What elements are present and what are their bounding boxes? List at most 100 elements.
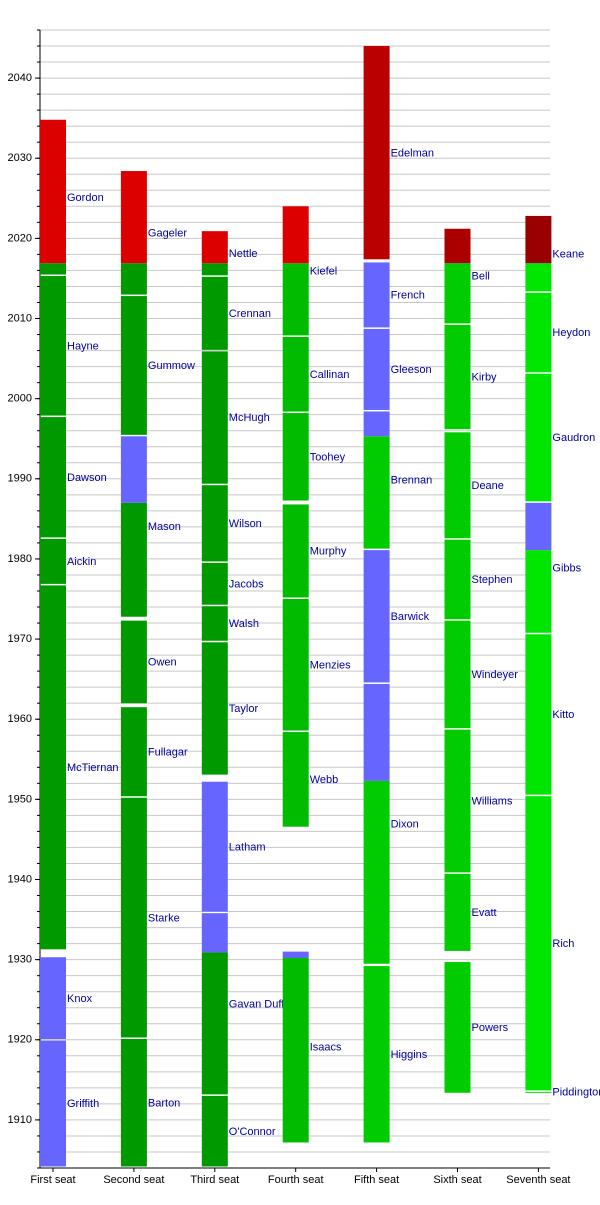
justice-label: Jacobs <box>229 578 264 590</box>
tenure-bar <box>363 436 390 549</box>
justice-label: Gummow <box>148 360 195 372</box>
justice-label: Brennan <box>391 475 433 487</box>
x-tick-label: Fifth seat <box>354 1174 399 1186</box>
justice-label: Walsh <box>229 618 259 630</box>
justice-label: Owen <box>148 657 177 669</box>
justice-label: Williams <box>472 796 513 808</box>
tenure-bar <box>525 215 552 264</box>
justice-label: Heydon <box>552 327 590 339</box>
justice-label: Taylor <box>229 703 259 715</box>
x-tick-label: Fourth seat <box>268 1174 324 1186</box>
justice-label: Deane <box>472 480 504 492</box>
tenure-bar <box>282 958 309 1143</box>
justice-label: Hayne <box>67 340 99 352</box>
tenure-bar <box>525 263 552 292</box>
justice-label: Fullagar <box>148 746 188 758</box>
x-tick-label: Seventh seat <box>506 1174 570 1186</box>
justice-label: Dawson <box>67 472 107 484</box>
tenure-bar <box>40 585 66 950</box>
tenure-bar <box>40 276 66 416</box>
y-tick-label: 1990 <box>8 473 32 485</box>
justice-label: McHugh <box>229 412 270 424</box>
tenure-bar <box>201 606 228 641</box>
justice-label: Barton <box>148 1097 180 1109</box>
justice-label: Gordon <box>67 192 104 204</box>
tenure-bar <box>525 634 552 795</box>
x-tick-label: Third seat <box>190 1174 239 1186</box>
tenure-bar <box>525 373 552 502</box>
tenure-bar <box>282 599 309 731</box>
justice-label: Griffith <box>67 1098 99 1110</box>
x-tick-label: Second seat <box>103 1174 164 1186</box>
x-tick-label: First seat <box>30 1174 75 1186</box>
justice-label: Gibbs <box>552 562 581 574</box>
tenure-bar <box>444 729 471 873</box>
justice-label: Wilson <box>229 518 262 530</box>
tenure-bar <box>363 46 390 260</box>
justice-label: Gleeson <box>391 364 432 376</box>
tenure-bar <box>120 707 147 797</box>
tenure-bar <box>282 206 309 264</box>
justice-label: Windeyer <box>472 669 519 681</box>
tenure-bar <box>201 263 228 276</box>
tenure-bar <box>282 413 309 501</box>
y-tick-label: 1910 <box>8 1114 32 1126</box>
justice-label: Barwick <box>391 611 430 623</box>
justice-label: French <box>391 290 425 302</box>
tenure-bar <box>201 781 228 912</box>
tenure-bar <box>40 263 66 275</box>
tenure-bar <box>525 1091 552 1093</box>
tenure-bar <box>363 683 390 781</box>
y-tick-label: 1930 <box>8 954 32 966</box>
tenure-bar <box>120 1038 147 1167</box>
justice-label: Bell <box>472 271 490 283</box>
justice-label: Edelman <box>391 147 434 159</box>
justice-label: Nettle <box>229 248 258 260</box>
tenure-bar <box>444 432 471 539</box>
tenure-bar <box>525 292 552 373</box>
y-tick-label: 1940 <box>8 873 32 885</box>
justice-label: Evatt <box>472 907 497 919</box>
tenure-bar <box>201 913 228 953</box>
tenure-bar <box>444 620 471 729</box>
justice-label: Keane <box>552 248 584 260</box>
justice-label: Aickin <box>67 556 96 568</box>
tenure-bar <box>201 231 228 264</box>
justice-label: Gageler <box>148 227 187 239</box>
justice-label: Mason <box>148 521 181 533</box>
tenure-bar <box>363 262 390 328</box>
tenure-bar <box>120 502 147 617</box>
tenure-bar <box>444 324 471 430</box>
justice-label: Knox <box>67 993 93 1005</box>
justice-label: Kitto <box>552 709 574 721</box>
y-tick-label: 2040 <box>8 72 32 84</box>
tenure-bar <box>363 966 390 1143</box>
tenure-bar <box>282 336 309 412</box>
tenure-bar <box>40 417 66 538</box>
justice-label: Powers <box>472 1022 509 1034</box>
justice-label: McTiernan <box>67 762 119 774</box>
tenure-bar <box>525 796 552 1091</box>
tenure-bar <box>201 562 228 605</box>
y-tick-label: 1920 <box>8 1034 32 1046</box>
tenure-bar <box>120 263 147 295</box>
justice-label: Kiefel <box>310 266 338 278</box>
tenure-bar <box>525 502 552 551</box>
y-tick-label: 2030 <box>8 152 32 164</box>
tenure-bar <box>40 538 66 584</box>
justice-label: Menzies <box>310 659 351 671</box>
justice-label: Gavan Duffy <box>229 998 290 1010</box>
tenure-bar <box>363 780 390 964</box>
y-tick-label: 1980 <box>8 553 32 565</box>
tenure-bar <box>282 951 309 959</box>
justice-label: Latham <box>229 841 266 853</box>
justice-label: Toohey <box>310 451 346 463</box>
y-tick-label: 2010 <box>8 312 32 324</box>
tenure-bar <box>120 797 147 1038</box>
tenure-bar <box>40 957 66 1040</box>
tenure-bar <box>120 171 147 264</box>
justice-label: Higgins <box>391 1049 428 1061</box>
justice-label: Webb <box>310 774 339 786</box>
justice-label: Starke <box>148 912 180 924</box>
justice-label: Rich <box>552 938 574 950</box>
